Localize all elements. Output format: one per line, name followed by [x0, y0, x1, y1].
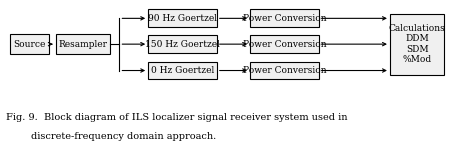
Text: 90 Hz Goertzel: 90 Hz Goertzel	[148, 14, 217, 23]
Text: 0 Hz Goertzel: 0 Hz Goertzel	[151, 66, 214, 75]
FancyBboxPatch shape	[250, 9, 319, 27]
Text: discrete-frequency domain approach.: discrete-frequency domain approach.	[31, 132, 216, 141]
FancyBboxPatch shape	[250, 62, 319, 79]
FancyBboxPatch shape	[148, 35, 217, 53]
Text: Power Conversion: Power Conversion	[243, 40, 326, 49]
FancyBboxPatch shape	[250, 35, 319, 53]
Text: Source: Source	[13, 40, 46, 49]
Text: Calculations
DDM
SDM
%Mod: Calculations DDM SDM %Mod	[389, 24, 446, 64]
Text: Fig. 9.  Block diagram of ILS localizer signal receiver system used in: Fig. 9. Block diagram of ILS localizer s…	[6, 113, 347, 122]
FancyBboxPatch shape	[10, 34, 49, 54]
FancyBboxPatch shape	[390, 14, 444, 75]
Text: Resampler: Resampler	[58, 40, 108, 49]
Text: Power Conversion: Power Conversion	[243, 14, 326, 23]
FancyBboxPatch shape	[148, 62, 217, 79]
FancyBboxPatch shape	[56, 34, 110, 54]
Text: 150 Hz Goertzel: 150 Hz Goertzel	[145, 40, 220, 49]
Text: Power Conversion: Power Conversion	[243, 66, 326, 75]
FancyBboxPatch shape	[148, 9, 217, 27]
